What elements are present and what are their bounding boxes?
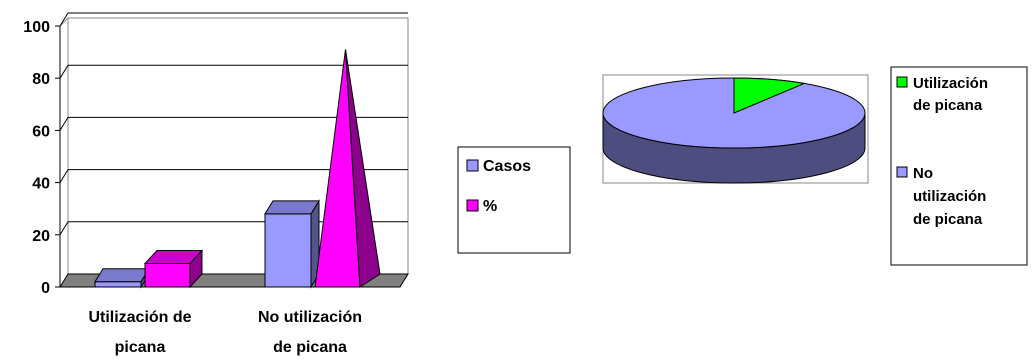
bar-casos-top [264, 200, 320, 215]
legend-swatch-casos [466, 159, 479, 172]
gridline-diagonal [59, 221, 69, 236]
y-axis-ticks: 0 20 40 60 80 100 [23, 19, 60, 297]
legend-swatch-utilizacion [896, 76, 908, 88]
gridline-diagonal [59, 117, 69, 131]
legend-swatch-no-utilizacion [896, 166, 908, 178]
x-axis-label: Utilización de picana [88, 309, 191, 356]
bar-casos-front [94, 281, 142, 288]
bar-casos-top [94, 268, 150, 283]
bar-percent-front [144, 263, 191, 288]
bar-percent-top [143, 250, 204, 265]
y-tick-label: 60 [32, 123, 50, 140]
gridline-diagonal [59, 12, 69, 27]
pie-legend-box [890, 66, 1028, 266]
legend-label-casos: Casos [483, 158, 531, 175]
pie-slice-utilizacion [733, 77, 806, 114]
bar-casos-front [264, 213, 312, 288]
y-tick-label: 100 [23, 19, 50, 36]
bar-percent-side [345, 49, 381, 288]
legend-label-percent: % [483, 198, 497, 215]
y-tick-label: 20 [32, 228, 50, 245]
pie-legend: Utilización de picana No utilización de … [890, 66, 1028, 266]
y-tick-label: 80 [32, 71, 50, 88]
x-axis-label: No utilización de picana [258, 309, 362, 356]
bar-chart: 0 20 40 60 80 100 Utilización de picana No util… [23, 12, 409, 356]
y-tick-label: 0 [41, 280, 50, 297]
x-axis-labels: Utilización de picana No utilización de pic… [88, 309, 362, 356]
legend-label-utilizacion: Utilización de picana [913, 75, 992, 114]
y-tick-label: 40 [32, 176, 50, 193]
gridline-diagonal [59, 64, 69, 79]
legend-label-no-utilizacion: No utilización de picana [913, 165, 991, 228]
bar-chart-marks [94, 49, 381, 289]
pie-chart [602, 74, 869, 184]
bar-legend: Casos % [457, 146, 571, 254]
gridline-diagonal [59, 169, 69, 183]
pie-chart-marks [602, 77, 866, 184]
legend-swatch-percent [466, 199, 479, 212]
